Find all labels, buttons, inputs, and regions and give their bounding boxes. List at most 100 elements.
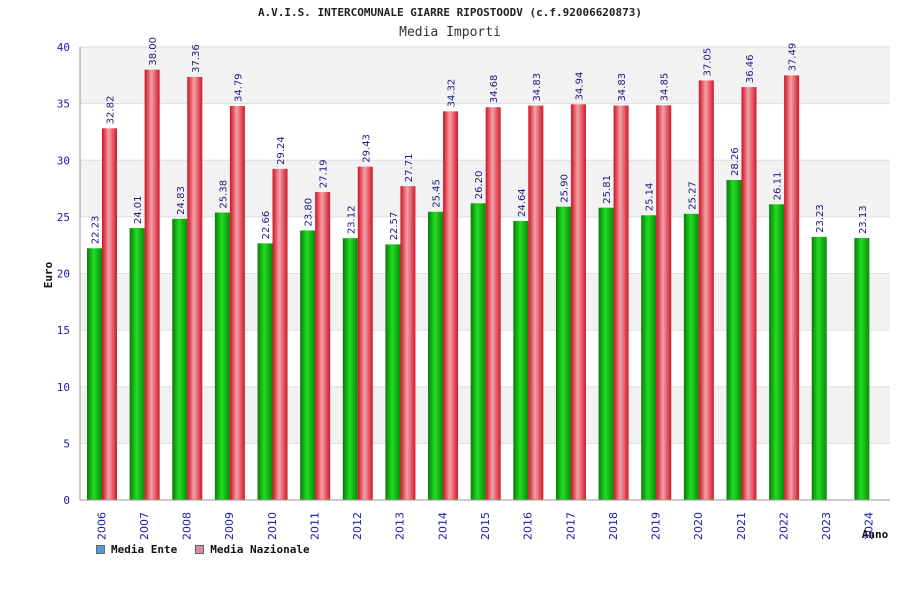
- bar-media-nazionale: [315, 192, 331, 501]
- bar-media-ente: [726, 179, 742, 500]
- bar-media-nazionale: [613, 105, 629, 501]
- bar-media-ente-label: 25.27: [687, 181, 698, 210]
- y-tick-label: 0: [63, 494, 70, 507]
- bar-media-ente-label: 28.26: [730, 147, 741, 176]
- bar-media-nazionale-label: 37.49: [788, 43, 799, 72]
- bar-media-ente: [854, 238, 870, 501]
- bar-media-nazionale: [656, 105, 672, 500]
- x-tick-label: 2017: [564, 512, 577, 540]
- bar-media-nazionale: [187, 76, 203, 500]
- bar-media-ente: [87, 248, 102, 500]
- bars: 22.23 32.82 24.01 38.00 24.83 37.36 25.38 34.79…: [87, 37, 870, 501]
- bar-media-ente-label: 25.45: [432, 179, 443, 208]
- bar-media-ente-label: 25.14: [645, 183, 656, 212]
- bar-media-ente: [428, 211, 444, 500]
- x-axis-label: Anno: [862, 528, 889, 541]
- x-tick-label: 2022: [777, 512, 790, 540]
- bar-media-nazionale: [102, 128, 117, 500]
- axes: [79, 47, 890, 501]
- bar-media-ente-label: 25.38: [218, 180, 229, 209]
- bar-media-nazionale-label: 34.83: [532, 73, 543, 102]
- bar-media-ente-label: 26.20: [474, 171, 485, 200]
- y-tick-label: 10: [57, 381, 70, 394]
- bar-media-nazionale-label: 27.19: [319, 159, 330, 188]
- bar-media-ente: [811, 236, 827, 500]
- bar-media-ente-label: 24.83: [176, 186, 187, 215]
- bar-media-nazionale-label: 29.24: [276, 136, 287, 165]
- y-tick-label: 15: [57, 324, 70, 337]
- x-tick-label: 2019: [650, 512, 663, 540]
- bar-media-ente: [342, 238, 358, 500]
- x-tick-label: 2013: [394, 512, 407, 540]
- legend-label-nazionale: Media Nazionale: [210, 543, 310, 556]
- bar-media-nazionale-label: 34.83: [617, 73, 628, 102]
- bar-media-nazionale-label: 37.05: [702, 48, 713, 77]
- x-tick-label: 2009: [223, 512, 236, 540]
- x-tick-label: 2016: [522, 512, 535, 540]
- bar-media-ente-label: 23.13: [858, 205, 869, 234]
- bar-media-ente-label: 23.23: [815, 204, 826, 233]
- x-tick-label: 2010: [266, 512, 279, 540]
- bar-media-nazionale: [144, 69, 160, 501]
- bar-media-nazionale-label: 34.79: [233, 73, 244, 102]
- bar-media-ente: [300, 230, 316, 500]
- bar-media-ente-label: 25.90: [559, 174, 570, 203]
- bar-media-ente-label: 23.80: [304, 198, 315, 227]
- y-tick-label: 40: [57, 41, 70, 54]
- bar-media-ente: [129, 228, 145, 501]
- bar-media-ente: [555, 206, 571, 500]
- bar-media-nazionale-label: 34.94: [574, 72, 585, 101]
- bar-media-ente: [769, 204, 785, 500]
- bar-media-nazionale: [528, 105, 544, 501]
- x-tick-label: 2011: [308, 512, 321, 540]
- bar-media-ente: [470, 203, 486, 500]
- x-tick-label: 2021: [735, 512, 748, 540]
- legend: Media Ente Media Nazionale: [96, 543, 310, 556]
- bar-media-ente: [598, 207, 614, 500]
- bar-media-ente-label: 26.11: [773, 172, 784, 201]
- y-tick-label: 25: [57, 211, 70, 224]
- bar-media-nazionale-label: 34.68: [489, 75, 500, 104]
- y-tick-label: 30: [57, 154, 70, 167]
- chart-title: A.V.I.S. INTERCOMUNALE GIARRE RIPOSTOODV…: [257, 6, 643, 19]
- bar-media-nazionale: [357, 166, 373, 500]
- bar-media-ente-label: 24.64: [517, 188, 528, 217]
- bar-media-ente-label: 23.12: [346, 206, 357, 235]
- x-tick-label: 2015: [479, 512, 492, 540]
- legend-label-ente: Media Ente: [111, 543, 178, 556]
- bar-media-ente: [683, 213, 699, 500]
- bar-media-ente: [641, 215, 657, 501]
- bar-media-nazionale-label: 32.82: [106, 96, 117, 125]
- x-tick-label: 2006: [95, 512, 108, 540]
- bar-media-nazionale: [443, 111, 459, 501]
- bar-media-nazionale-label: 38.00: [148, 37, 159, 66]
- bar-media-nazionale-label: 34.32: [447, 79, 458, 108]
- bar-media-ente-label: 22.23: [91, 216, 102, 245]
- bar-media-nazionale-label: 34.85: [660, 73, 671, 102]
- x-tick-label: 2012: [351, 512, 364, 540]
- bar-media-nazionale: [400, 186, 416, 500]
- bar-media-ente: [385, 244, 401, 500]
- bar-media-ente-label: 25.81: [602, 175, 613, 204]
- bar-media-nazionale: [741, 87, 757, 500]
- bar-media-nazionale-label: 29.43: [361, 134, 372, 163]
- y-tick-label: 5: [63, 437, 70, 450]
- legend-swatch-nazionale: [195, 545, 205, 554]
- tick-labels: 0 5 10 15 20 25 30 35 40 2006 2007 2008 2009 2010 2011…: [57, 41, 876, 540]
- x-tick-label: 2024: [863, 512, 876, 540]
- y-tick-label: 20: [57, 268, 70, 281]
- bar-media-ente-label: 22.57: [389, 212, 400, 241]
- x-tick-label: 2020: [692, 512, 705, 540]
- bar-media-ente: [513, 220, 529, 500]
- bar-media-nazionale: [570, 104, 586, 500]
- y-tick-label: 35: [57, 98, 70, 111]
- bar-media-nazionale: [698, 80, 714, 500]
- legend-swatch-ente: [96, 545, 105, 554]
- x-tick-label: 2014: [436, 512, 449, 540]
- bar-media-nazionale-label: 37.36: [191, 44, 202, 73]
- bar-media-ente: [214, 212, 230, 500]
- legend-item-nazionale: Media Nazionale: [195, 543, 310, 556]
- bar-media-ente: [172, 218, 188, 501]
